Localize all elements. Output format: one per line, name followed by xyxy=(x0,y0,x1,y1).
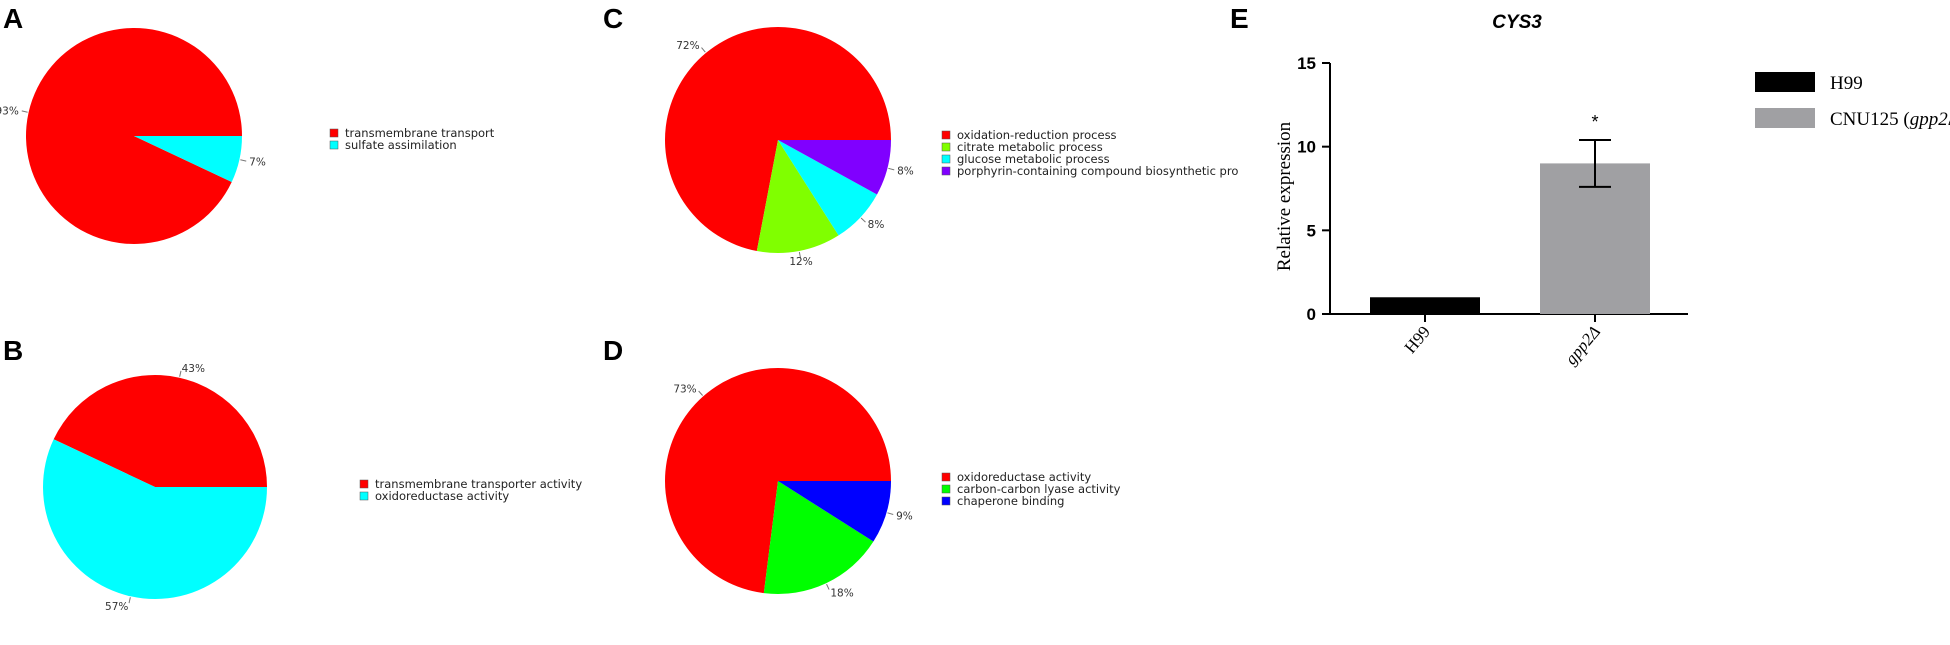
pie-b-slice-0 xyxy=(53,374,267,487)
pie-c-legend-label-1: citrate metabolic process xyxy=(957,140,1103,154)
significance-star-1: * xyxy=(1591,112,1598,132)
pie-d-leader-2 xyxy=(887,512,894,515)
pie-c-slice-2 xyxy=(778,140,878,236)
pie-b-pct-label-1: 57% xyxy=(105,601,128,613)
pie-c-pct-label-2: 8% xyxy=(868,219,885,231)
pie-c-pct-label-0: 72% xyxy=(676,40,699,52)
pie-d-pct-label-2: 9% xyxy=(896,510,913,522)
pie-c-legend-label-0: oxidation-reduction process xyxy=(957,128,1117,142)
pie-d-pct-label-1: 18% xyxy=(830,587,853,599)
pie-c-slice-1 xyxy=(756,140,839,254)
pie-a-slice-1 xyxy=(134,136,242,182)
pie-c-leader-0 xyxy=(701,47,706,53)
pie-d-legend-swatch-0 xyxy=(941,472,951,482)
pie-a-legend-swatch-0 xyxy=(329,128,339,138)
pie-d-legend-swatch-2 xyxy=(941,496,951,506)
pie-b-leader-0 xyxy=(179,370,182,377)
bar-legend-label-1: CNU125 (gpp2Δ) xyxy=(1830,109,1950,130)
pie-d-slice-0 xyxy=(665,368,891,594)
pie-c-pct-label-1: 12% xyxy=(789,256,812,268)
pie-b-legend-label-1: oxidoreductase activity xyxy=(375,489,509,503)
pie-b-legend-swatch-1 xyxy=(359,491,369,501)
y-axis-label: Relative expression xyxy=(1274,121,1295,271)
pie-c-legend-swatch-2 xyxy=(941,154,951,164)
pie-d-legend-label-2: chaperone binding xyxy=(957,494,1064,508)
pie-c-leader-1 xyxy=(798,251,801,258)
bar-chart-title: CYS3 xyxy=(1492,12,1542,33)
pie-a-slice-0 xyxy=(26,27,243,244)
pie-d-slice-2 xyxy=(778,481,891,542)
y-tick-label-3: 15 xyxy=(1297,54,1316,73)
pie-d-legend-label-0: oxidoreductase activity xyxy=(957,470,1091,484)
pie-d-leader-1 xyxy=(826,583,830,590)
y-tick-label-0: 0 xyxy=(1307,305,1316,324)
pie-d-legend-swatch-1 xyxy=(941,484,951,494)
pie-b-pct-label-0: 43% xyxy=(182,363,205,375)
y-tick-label-2: 10 xyxy=(1297,138,1316,157)
panel-letter-c: C xyxy=(603,3,623,34)
bar-legend-swatch-0 xyxy=(1755,72,1815,92)
y-tick-label-1: 5 xyxy=(1307,221,1316,240)
pie-a-legend-label-1: sulfate assimilation xyxy=(345,138,457,152)
pie-a-leader-1 xyxy=(240,159,247,162)
pie-c-slice-0 xyxy=(665,27,891,251)
pie-c-legend-label-3: porphyrin-containing compound biosynthet… xyxy=(957,164,1238,178)
bar-legend-label-0: H99 xyxy=(1830,73,1863,94)
pie-d-pct-label-0: 73% xyxy=(673,384,696,396)
pie-b-legend-swatch-0 xyxy=(359,479,369,489)
pie-a-pct-label-1: 7% xyxy=(249,157,266,169)
pie-a-legend-label-0: transmembrane transport xyxy=(345,126,495,140)
pie-a-leader-0 xyxy=(21,110,28,113)
pie-c-legend-swatch-1 xyxy=(941,142,951,152)
pie-b-leader-1 xyxy=(128,597,131,604)
panel-letter-d: D xyxy=(603,335,623,366)
panel-letter-a: A xyxy=(3,3,23,34)
pie-c-leader-2 xyxy=(860,217,866,223)
pie-a-pct-label-0: 93% xyxy=(0,105,19,117)
pie-chart-d: 73% oxidoreductase activity 18% carbon-carb… xyxy=(665,368,1121,599)
pie-chart-c: 72% oxidation-reduction process 12% citrate… xyxy=(665,27,1238,268)
bar-legend-swatch-1 xyxy=(1755,108,1815,128)
pie-b-slice-1 xyxy=(43,439,268,599)
bar-0 xyxy=(1370,297,1480,314)
panel-letter-b: B xyxy=(3,335,23,366)
pie-c-legend-label-2: glucose metabolic process xyxy=(957,152,1110,166)
pie-c-leader-3 xyxy=(888,167,895,171)
panel-letter-e: E xyxy=(1230,3,1249,34)
pie-b-legend-label-0: transmembrane transporter activity xyxy=(375,477,582,491)
pie-c-pct-label-3: 8% xyxy=(897,166,914,178)
pie-d-slice-1 xyxy=(763,481,874,595)
pie-chart-b: 43% transmembrane transporter activity 57%… xyxy=(43,363,582,613)
bar-1 xyxy=(1540,163,1650,314)
pie-c-legend-swatch-3 xyxy=(941,166,951,176)
x-category-label-1: gpp2Δ xyxy=(1561,322,1604,368)
pie-d-leader-0 xyxy=(698,390,703,396)
pie-chart-a: 93% transmembrane transport 7% sulfate assi… xyxy=(0,27,495,244)
pie-a-legend-swatch-1 xyxy=(329,140,339,150)
pie-d-legend-label-1: carbon-carbon lyase activity xyxy=(957,482,1121,496)
pie-c-slice-3 xyxy=(778,140,891,195)
pie-c-legend-swatch-0 xyxy=(941,130,951,140)
bar-chart-e: CYS3 0 5 10 15 Relative expression H99 gpp2Δ * H9… xyxy=(1274,12,1950,368)
x-category-label-0: H99 xyxy=(1401,322,1434,357)
